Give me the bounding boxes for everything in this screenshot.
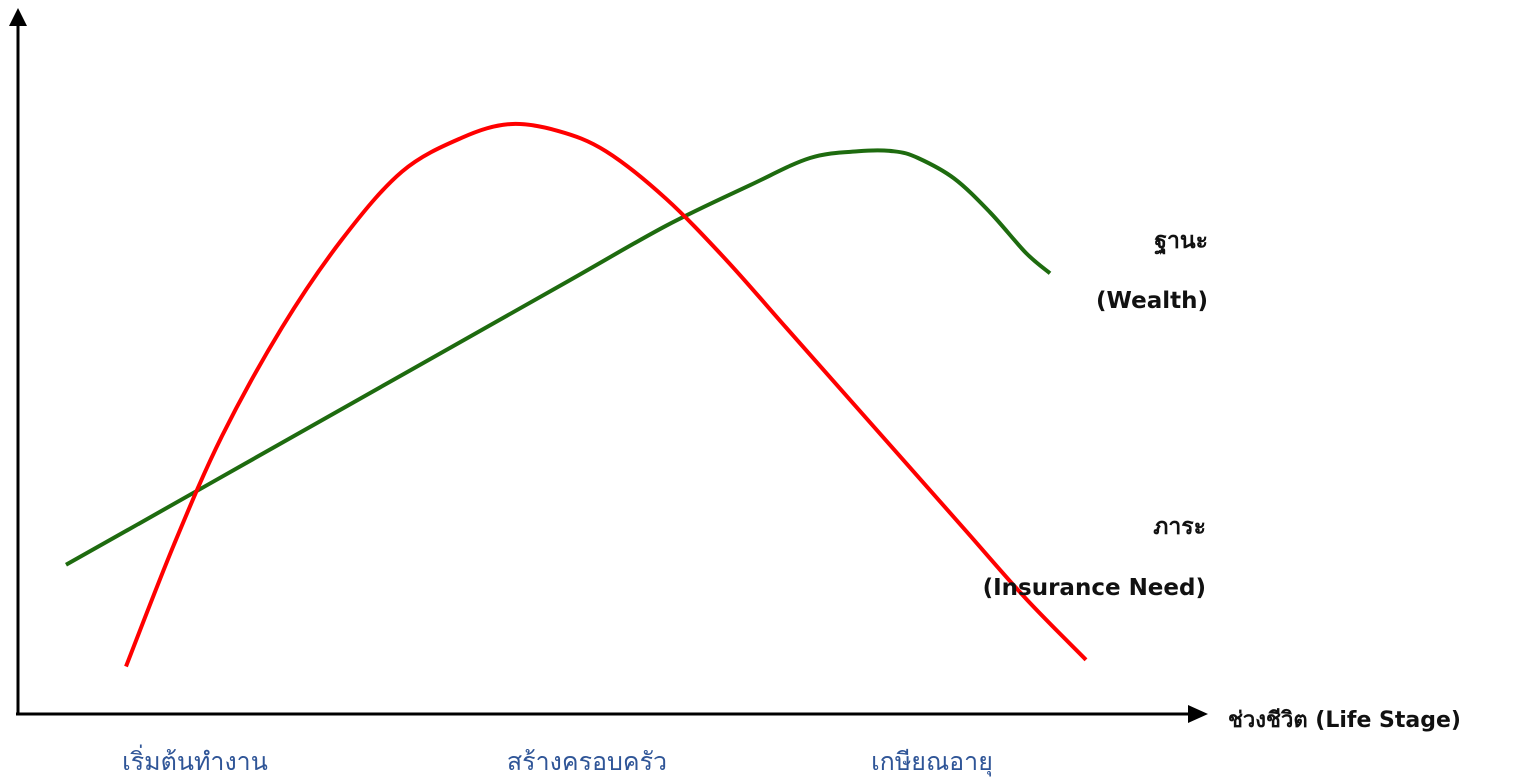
- series-label-wealth-en: (Wealth): [1096, 288, 1208, 314]
- stage-label-start-work: เริ่มต้นทำงาน: [122, 744, 268, 776]
- x-axis-title: ช่วงชีวิต (Life Stage): [1228, 708, 1461, 733]
- y-axis-arrowhead: [9, 8, 27, 26]
- stage-label-build-family: สร้างครอบครัว: [507, 747, 667, 776]
- series-lines: [65, 121, 1088, 668]
- series-line-wealth: [65, 148, 1052, 567]
- stage-label-retire: เกษียณอายุ: [871, 747, 993, 777]
- x-axis-arrowhead: [1188, 705, 1208, 723]
- series-label-wealth-th: ฐานะ: [1154, 228, 1208, 255]
- series-line-insurance-need: [124, 121, 1088, 668]
- series-label-need-en: (Insurance Need): [983, 575, 1206, 601]
- series-label-need-th: ภาระ: [1153, 514, 1206, 540]
